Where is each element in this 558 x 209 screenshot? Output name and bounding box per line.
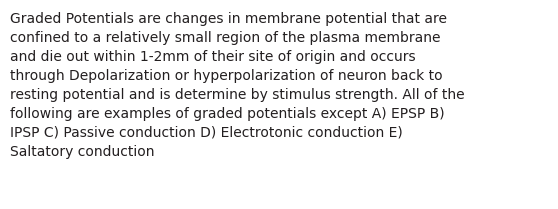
Text: Graded Potentials are changes in membrane potential that are
confined to a relat: Graded Potentials are changes in membran…	[10, 12, 465, 159]
